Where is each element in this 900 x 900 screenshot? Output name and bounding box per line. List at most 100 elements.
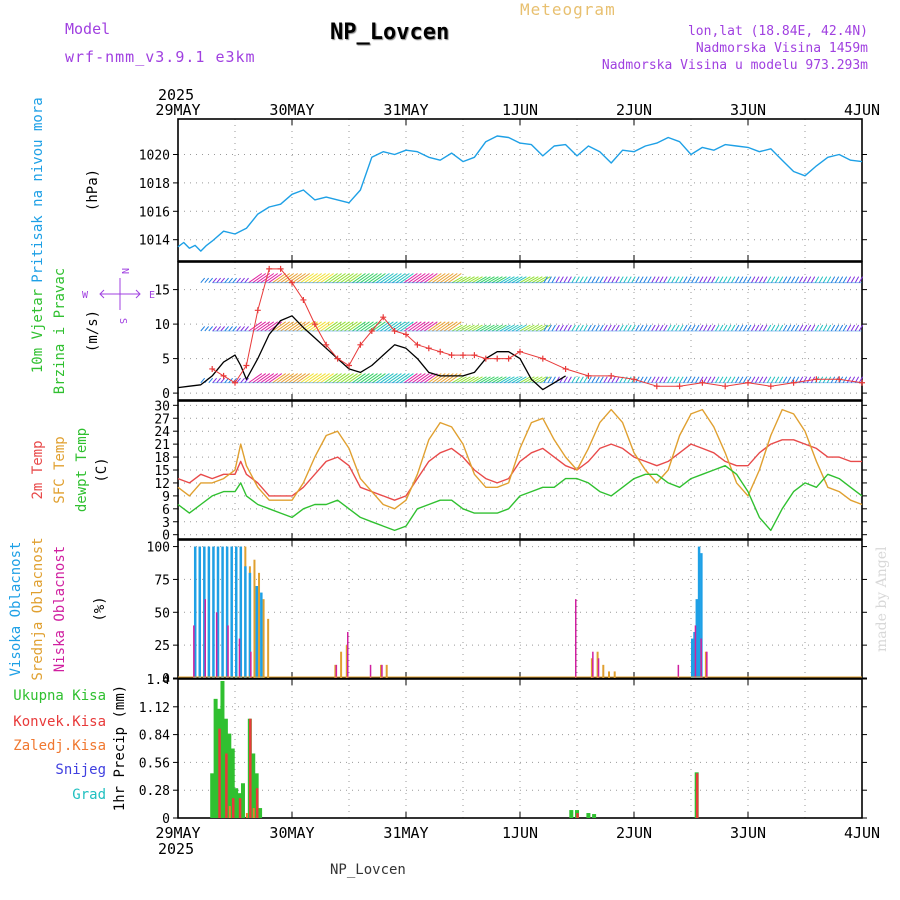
wind-series [177,265,865,391]
temperature-ytick-label: 30 [154,399,170,414]
rose-w-label: W [82,290,89,301]
wind-barb [264,373,279,384]
temp-unit: (C) [94,457,110,482]
wind-barb [396,373,410,384]
wind-barb [575,276,580,283]
wind-barb [475,276,487,284]
wind-barb [224,277,229,284]
wind-barb [627,276,632,283]
wind-barb [316,273,330,284]
wind-barb [679,276,684,283]
pressure-series [177,135,863,252]
wind-barb [687,376,692,384]
wind-gust-marker [277,265,284,272]
wind-barb [284,273,298,284]
wind-barb [675,324,680,332]
wind-barb [511,324,523,332]
wind-barb [798,324,804,332]
temp-title-2m: 2m Temp [30,440,46,499]
wind-barb [798,276,804,283]
wind-barb [567,376,572,384]
wind-barb [431,373,446,384]
wind-barb [723,324,728,332]
wind-barb [627,376,632,384]
wind-barb [212,377,218,384]
wind-gust-marker [289,279,295,286]
wind-gust-marker [232,379,238,386]
pressure-ytick-label: 1014 [139,234,170,249]
temperature-ytick-label: 9 [162,490,170,505]
wind-barb [547,376,552,384]
cloud-title-low: Niska Oblacnost [52,546,68,672]
wind-barb [264,273,279,284]
year-bottom-label: 2025 [158,840,194,858]
wind-speed-line [177,315,566,391]
date-label-bottom: 1JUN [502,824,538,842]
model-name: wrf-nmm_v3.9.1 e3km [65,48,256,66]
wind-ytick-label: 15 [154,284,170,299]
footer-station: NP_Lovcen [330,862,406,878]
wind-barb [739,324,744,332]
wind-barb [591,376,596,384]
wind-gust-marker [220,372,227,379]
wind-barb [324,273,338,284]
date-label-top: 29MAY [155,101,200,119]
wind-barb [643,276,648,283]
wind-barb [491,324,503,332]
wind-barb [567,324,572,332]
wind-barb [495,324,507,332]
precip-legend-item: Snijeg [55,762,106,778]
wind-barb [655,376,660,384]
wind-gust-marker [631,376,637,383]
wind-barb [415,373,430,384]
wind-barb [814,276,820,283]
wind-barb [200,326,206,332]
wind-barb [687,276,692,283]
wind-barb [463,276,475,284]
wind-barb [368,321,382,332]
wind-barb [228,326,233,332]
wind-barb [208,377,214,384]
wind-barb [320,373,334,384]
wind-barb [356,273,370,284]
wind-barb [754,376,760,384]
wind-barb [292,321,306,332]
wind-gust-marker [414,341,421,348]
wind-gust-marker [243,362,250,369]
cloud-unit: (%) [92,596,108,621]
date-label-bottom: 31MAY [383,824,428,842]
wind-barb [475,324,487,332]
wind-barb [547,324,552,332]
wind-gust-marker [494,355,501,362]
wind-barb [790,276,796,283]
wind-gust-marker [608,372,615,379]
precip-bar [576,813,579,818]
cloud-bar [385,664,388,678]
wind-barb [774,276,780,283]
wind-barb [611,376,616,384]
wind-barb [443,321,458,332]
wind-barb [264,321,279,332]
cloud-bar [203,546,206,678]
wind-barb [304,321,318,332]
rose-e-label: E [149,290,155,301]
precip-bar [240,783,245,818]
wind-barb [423,321,438,332]
wind-barb [667,324,672,332]
date-label-top: 30MAY [269,101,314,119]
wind-barb [719,324,724,332]
wind-barb [220,326,225,332]
wind-barb [256,373,271,384]
wind-barb [280,373,294,384]
cloud-bar [380,664,382,678]
wind-barb [663,276,668,283]
wind-barb [336,321,350,332]
wind-barb [659,376,664,384]
wind-barb [252,273,267,284]
wind-barb [320,273,334,284]
wind-barb [543,276,548,283]
clouds-ytick-label: 75 [154,573,170,588]
panels: 1014101610181020051015036912151821242730… [139,101,880,842]
wind-barb [611,276,616,283]
temperature-ytick-label: 12 [154,477,170,492]
